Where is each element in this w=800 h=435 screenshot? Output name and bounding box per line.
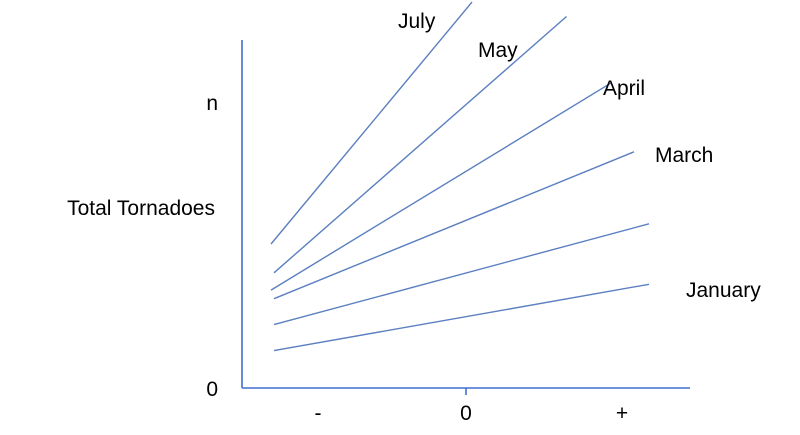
series-label-april: April bbox=[603, 77, 645, 100]
y-tick-label-zero: 0 bbox=[206, 378, 218, 401]
series-label-january: January bbox=[686, 279, 761, 302]
series-label-may: May bbox=[478, 39, 518, 62]
series-line-unlabeled-1 bbox=[273, 223, 650, 326]
x-tick-label-plus: + bbox=[616, 402, 628, 425]
series-label-march: March bbox=[655, 144, 713, 167]
series-line-may bbox=[273, 15, 567, 274]
y-axis-label: Total Tornadoes bbox=[67, 197, 215, 220]
series-line-march bbox=[273, 151, 635, 300]
series-line-january bbox=[273, 283, 650, 352]
series-label-july: July bbox=[398, 10, 436, 33]
series-lines bbox=[270, 1, 650, 352]
y-tick-label-top: n bbox=[206, 92, 218, 115]
x-tick-label-zero: 0 bbox=[460, 402, 472, 425]
series-line-july bbox=[270, 1, 473, 245]
axes bbox=[241, 40, 690, 395]
series-line-april bbox=[270, 82, 612, 291]
labels: Total Tornadoes n 0 - 0 + July May April… bbox=[67, 10, 761, 425]
x-tick-label-minus: - bbox=[315, 402, 322, 425]
